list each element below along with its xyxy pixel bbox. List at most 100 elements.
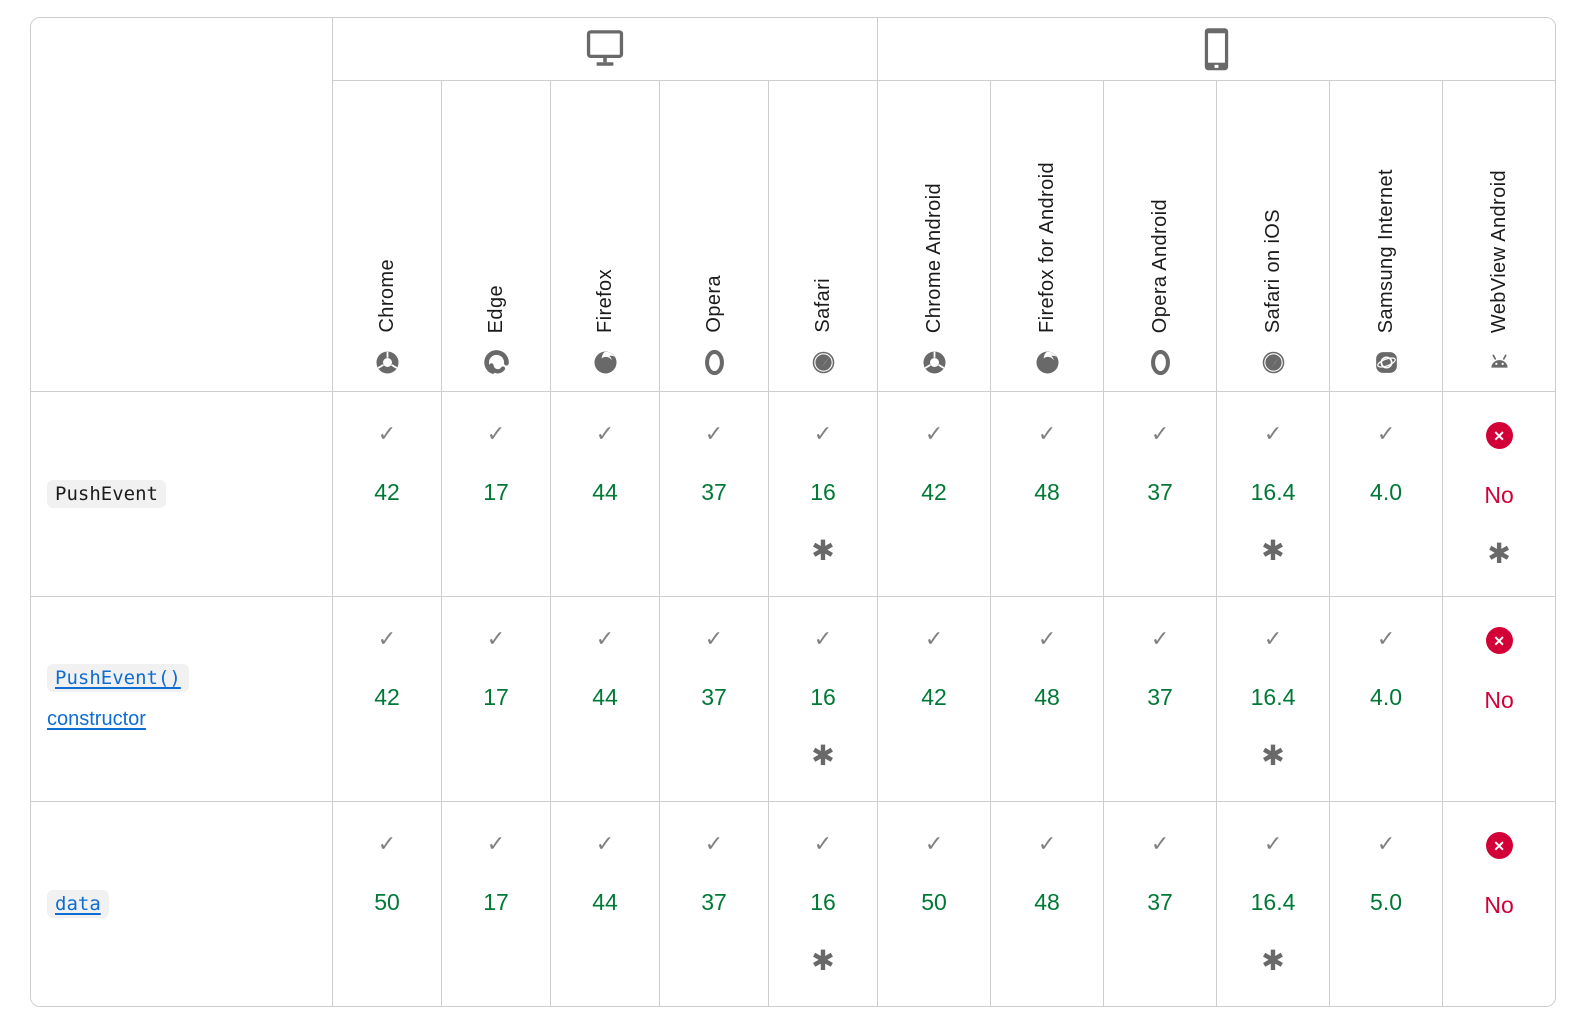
corner-cell <box>31 18 333 392</box>
support-cell[interactable]: ✓ 17 <box>441 801 551 1006</box>
support-cell[interactable]: ✓ 42 <box>332 391 442 597</box>
support-cell[interactable]: ✓ 37 <box>1103 596 1218 802</box>
footnote-asterisk-icon: ✱ <box>811 945 835 976</box>
support-cell[interactable]: ✓ 5.0 <box>1329 801 1444 1006</box>
support-cell[interactable]: ✓ 48 <box>990 596 1105 802</box>
feature-code: data <box>47 889 109 918</box>
support-cell[interactable]: ✓ 44 <box>550 801 660 1006</box>
check-icon: ✓ <box>1150 421 1170 446</box>
version-label: 50 <box>921 889 947 915</box>
check-icon: ✓ <box>377 831 397 856</box>
column-header-firefox-android: Firefox for Android <box>990 80 1105 392</box>
android-icon <box>1490 354 1508 368</box>
browser-name: Safari <box>811 278 834 333</box>
footnote-asterisk-icon: ✱ <box>1487 538 1511 569</box>
version-label: 37 <box>701 479 727 505</box>
browser-name: Safari on iOS <box>1261 208 1284 333</box>
support-cell[interactable]: ✕ No ✱ <box>1442 391 1555 597</box>
check-icon: ✓ <box>377 421 397 446</box>
check-icon: ✓ <box>1037 626 1057 651</box>
cross-glyph: ✕ <box>1493 427 1505 444</box>
support-cell[interactable]: ✓ 50 <box>877 801 992 1006</box>
opera-icon <box>704 349 724 376</box>
check-icon: ✓ <box>1263 831 1283 856</box>
column-header-opera: Opera <box>659 80 769 392</box>
support-cell[interactable]: ✓ 37 <box>659 596 769 802</box>
footnote-asterisk-icon: ✱ <box>1261 945 1285 976</box>
support-cell[interactable]: ✓ 16 ✱ <box>767 596 879 802</box>
version-label: 48 <box>1034 889 1060 915</box>
support-cell[interactable]: ✓ 37 <box>1103 391 1218 597</box>
version-label: 42 <box>374 479 400 505</box>
check-icon: ✓ <box>924 626 944 651</box>
browser-name: WebView Android <box>1487 169 1510 333</box>
browser-name: Edge <box>484 284 507 333</box>
check-icon: ✓ <box>1037 421 1057 446</box>
no-support-icon: ✕ <box>1485 422 1513 449</box>
version-label: 4.0 <box>1370 479 1403 505</box>
version-label: 42 <box>374 684 400 710</box>
feature-link[interactable]: PushEvent() constructor <box>47 664 316 739</box>
support-cell[interactable]: ✓ 42 <box>877 391 992 597</box>
browser-name: Samsung Internet <box>1374 168 1397 333</box>
support-cell[interactable]: ✓ 50 <box>332 801 442 1006</box>
version-label: 16 <box>810 889 836 915</box>
version-label: 37 <box>1147 479 1173 505</box>
support-cell[interactable]: ✕ No <box>1442 801 1555 1006</box>
support-cell[interactable]: ✓ 44 <box>550 391 660 597</box>
version-label: 44 <box>592 684 618 710</box>
version-label: 17 <box>483 479 509 505</box>
support-cell[interactable]: ✓ 48 <box>990 801 1105 1006</box>
support-cell[interactable]: ✓ 44 <box>550 596 660 802</box>
check-icon: ✓ <box>595 626 615 651</box>
footnote-asterisk-icon: ✱ <box>1261 740 1285 771</box>
feature-row-label: PushEvent() constructor <box>31 596 333 802</box>
check-icon: ✓ <box>1150 831 1170 856</box>
version-label: 16.4 <box>1250 889 1296 915</box>
check-icon: ✓ <box>1376 421 1396 446</box>
check-icon: ✓ <box>924 831 944 856</box>
support-cell[interactable]: ✓ 4.0 <box>1329 391 1444 597</box>
chrome-icon <box>375 351 399 374</box>
support-cell[interactable]: ✓ 37 <box>659 801 769 1006</box>
support-cell[interactable]: ✓ 48 <box>990 391 1105 597</box>
feature-row-label: PushEvent <box>31 391 333 597</box>
version-label: 50 <box>374 889 400 915</box>
support-cell[interactable]: ✓ 42 <box>877 596 992 802</box>
support-cell[interactable]: ✓ 16.4 ✱ <box>1216 801 1331 1006</box>
support-cell[interactable]: ✓ 42 <box>332 596 442 802</box>
support-cell[interactable]: ✓ 37 <box>1103 801 1218 1006</box>
check-icon: ✓ <box>486 421 506 446</box>
check-icon: ✓ <box>1263 626 1283 651</box>
version-label: 42 <box>921 684 947 710</box>
firefox-icon <box>1036 351 1059 374</box>
check-icon: ✓ <box>486 626 506 651</box>
footnote-asterisk-icon: ✱ <box>811 740 835 771</box>
column-header-safari: Safari <box>767 80 879 392</box>
support-cell[interactable]: ✓ 16.4 ✱ <box>1216 391 1331 597</box>
no-support-icon: ✕ <box>1485 627 1513 654</box>
support-cell[interactable]: ✓ 16 ✱ <box>767 801 879 1006</box>
safari-icon <box>812 351 834 374</box>
chrome-icon <box>923 351 946 374</box>
check-icon: ✓ <box>813 421 833 446</box>
browser-name: Firefox for Android <box>1035 161 1058 333</box>
support-cell[interactable]: ✓ 16.4 ✱ <box>1216 596 1331 802</box>
browser-name: Chrome Android <box>922 182 945 333</box>
support-cell[interactable]: ✓ 37 <box>659 391 769 597</box>
column-header-firefox: Firefox <box>550 80 660 392</box>
version-label: 44 <box>592 889 618 915</box>
support-cell[interactable]: ✓ 16 ✱ <box>767 391 879 597</box>
support-cell[interactable]: ✓ 4.0 <box>1329 596 1444 802</box>
feature-suffix: constructor <box>47 708 146 730</box>
desktop-platform-header <box>331 18 879 81</box>
column-header-opera-android: Opera Android <box>1103 80 1218 392</box>
support-cell[interactable]: ✕ No <box>1442 596 1555 802</box>
version-label: 17 <box>483 684 509 710</box>
check-icon: ✓ <box>1376 831 1396 856</box>
desktop-icon <box>586 30 624 66</box>
support-cell[interactable]: ✓ 17 <box>441 596 551 802</box>
feature-link[interactable]: data <box>47 889 109 918</box>
check-icon: ✓ <box>595 831 615 856</box>
support-cell[interactable]: ✓ 17 <box>441 391 551 597</box>
